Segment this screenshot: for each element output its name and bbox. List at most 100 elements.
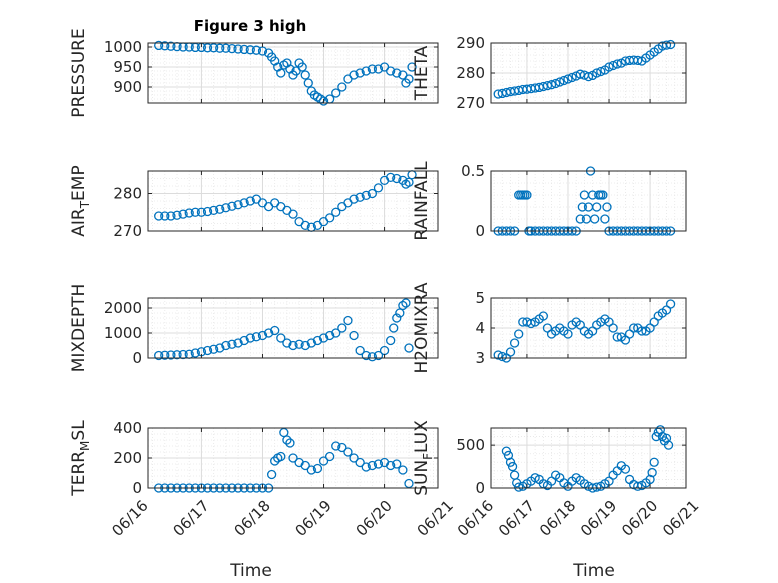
data-point [398,300,408,311]
y-tick-label: 0 [132,349,142,367]
figure-title: Figure 3 high [194,17,307,35]
y-tick-label: 2000 [104,299,142,317]
data-point [655,425,665,435]
data-point [386,460,396,471]
data-point [306,465,316,475]
data-point [172,210,182,220]
subplot-3: 270 280 AIRTEMP [69,165,439,240]
data-point [665,299,676,309]
data-point [575,69,585,79]
y-axis-label: THETA [412,45,432,101]
data-point [647,467,657,478]
data-point [312,335,323,346]
data-point [633,481,643,491]
y-label-part: SUN [412,460,432,496]
data-point [386,66,396,76]
data-point [493,350,503,360]
data-point [324,213,335,223]
y-tick-label: 200 [113,449,142,467]
data-point [233,200,243,210]
data-point [503,450,514,461]
data-point [266,469,277,480]
data-point [300,70,310,80]
data-point [361,190,371,201]
data-point [657,431,668,442]
data-point [285,438,295,448]
data-point [276,451,286,462]
data-point [507,461,518,472]
data-point [592,68,602,78]
data-point [577,202,587,212]
data-point [505,347,516,357]
y-tick-label: 900 [113,78,142,96]
data-point [221,340,231,351]
data-point [245,333,255,343]
data-point [620,464,631,474]
data-point [215,204,225,214]
y-tick-label: 1000 [104,38,142,56]
data-point [312,463,323,474]
data-point [501,446,512,456]
data-point [392,459,402,469]
data-point [245,45,255,55]
y-tick-label: 270 [113,222,142,240]
data-point [355,457,365,468]
data-point [288,453,298,463]
y-tick-label: 0 [475,222,485,240]
data-point [160,350,170,360]
data-point [318,456,329,466]
data-point [637,326,647,336]
data-point [331,441,341,451]
y-label-part: SL [69,420,89,441]
data-point [367,460,378,471]
data-point [514,329,524,339]
data-point [392,68,402,78]
data-point [282,338,292,348]
data-point [563,74,573,84]
data-point [343,315,353,326]
y-label-part: AIR [69,208,89,237]
y-tick-label: 0 [132,479,142,497]
data-point [343,447,353,457]
data-point [300,220,310,231]
data-point [651,431,661,442]
data-point [202,206,213,217]
data-point [526,318,536,329]
data-point [160,41,170,51]
data-point [600,214,610,224]
y-tick-label: 5 [475,289,485,307]
data-point [239,335,249,346]
y-label-subscript: T [78,200,92,209]
data-point [612,332,622,342]
data-point [270,325,280,336]
axes-box [147,42,439,104]
data-point [361,462,371,472]
data-point [251,332,262,342]
data-point [404,74,414,84]
data-point [665,39,676,50]
y-label-part: EMP [69,165,89,201]
data-point [166,350,176,360]
data-point [300,460,310,471]
data-point [318,333,329,343]
data-point [373,459,384,469]
data-point [227,43,237,54]
data-point [392,173,402,184]
data-point [373,183,384,193]
data-point [392,313,402,323]
data-point [166,211,176,221]
data-point [649,457,659,467]
y-tick-label: 280 [456,64,485,82]
data-point [221,203,231,213]
data-point [349,453,359,463]
y-tick-label: 270 [456,94,485,112]
data-point [349,194,359,204]
data-point [303,78,313,88]
axes-box [490,170,687,232]
y-label-subscript: M [78,441,92,451]
data-point [563,329,573,339]
data-point [645,474,655,485]
data-point [276,333,286,343]
data-point [361,66,371,76]
